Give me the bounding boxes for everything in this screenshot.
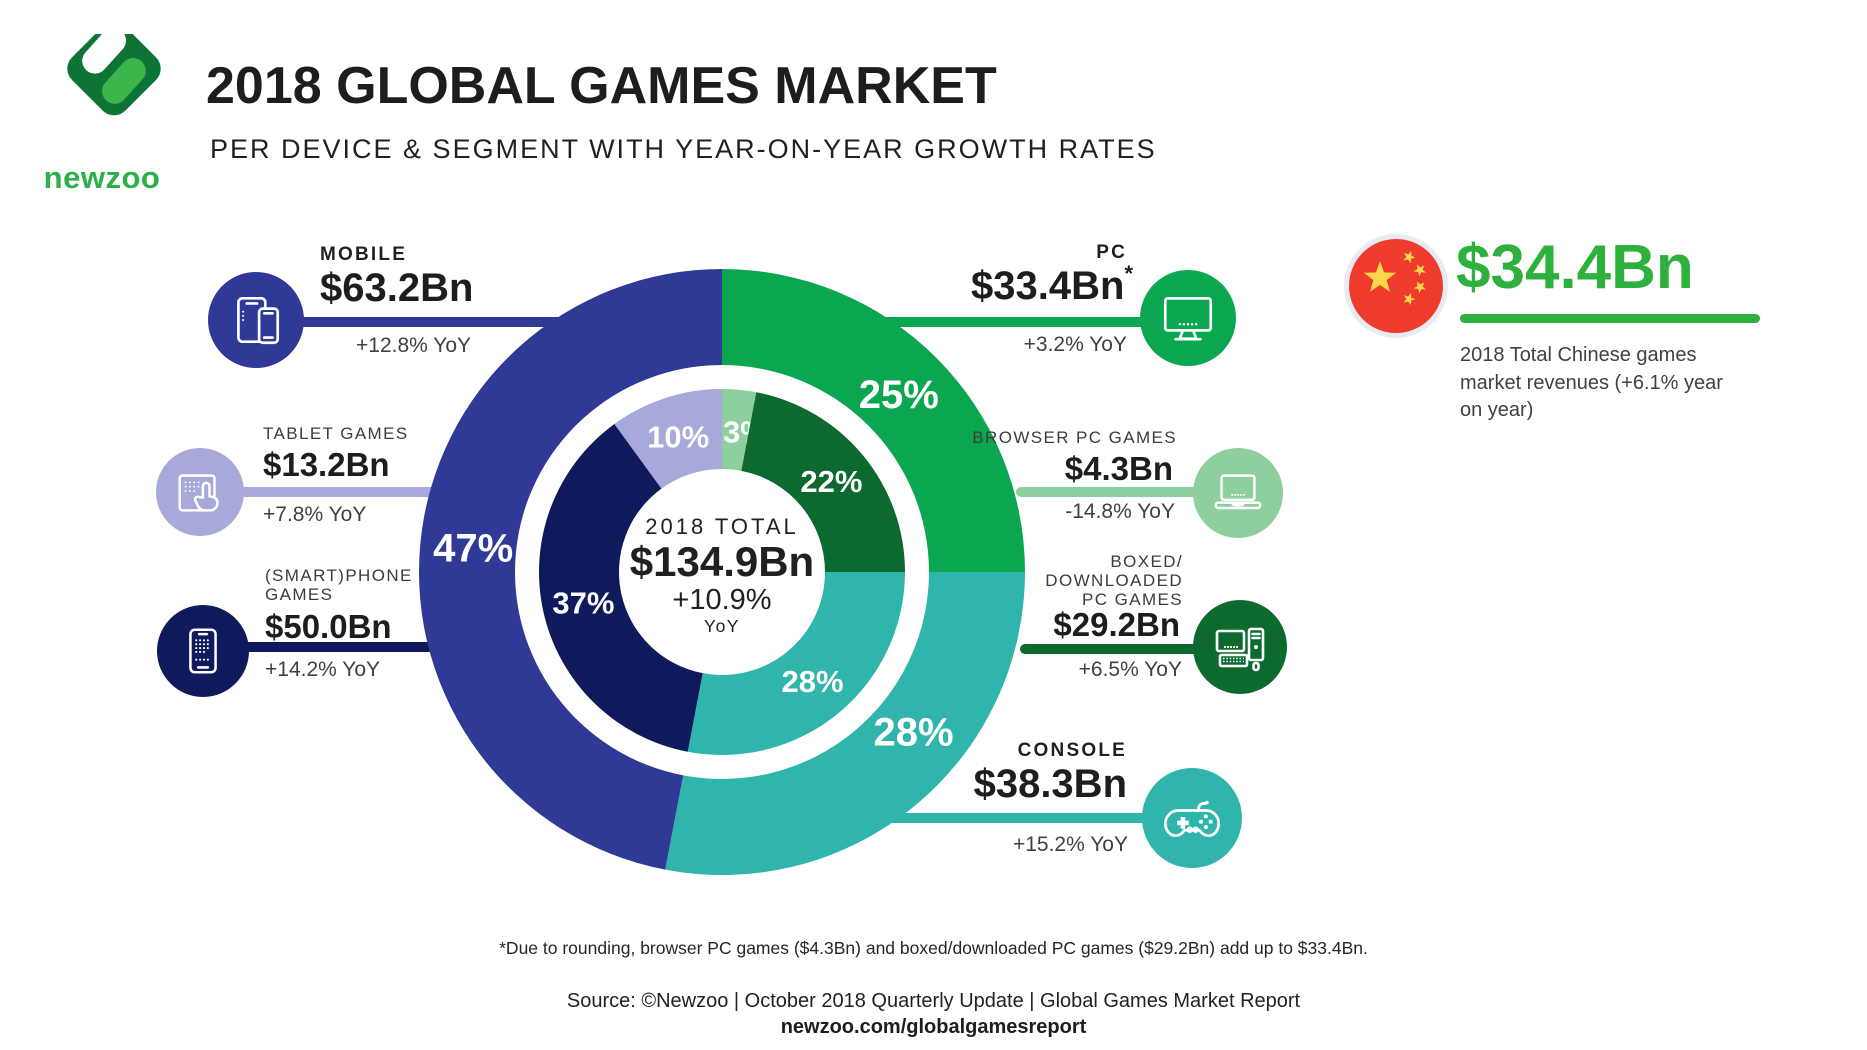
smartphone-label: (SMART)PHONE GAMES xyxy=(265,566,413,604)
donut-center-growth: +10.9% xyxy=(672,584,772,616)
tablet-connector-line xyxy=(238,487,472,497)
outer-segment-pc xyxy=(722,269,1025,572)
donut-center-value: $134.9Bn xyxy=(629,538,815,585)
smartphone-value: $50.0Bn xyxy=(265,608,392,645)
china-flag-icon xyxy=(1344,234,1448,338)
pc-value-asterisk: * xyxy=(1124,260,1133,286)
inner-segment-label-console: 28% xyxy=(781,664,843,699)
mobile-device-badge xyxy=(208,272,304,368)
boxed-connector-line xyxy=(1020,644,1202,654)
console-value: $38.3Bn xyxy=(973,762,1127,806)
inner-segment-tablet-games xyxy=(614,389,722,489)
china-description: 2018 Total Chinese games market revenues… xyxy=(1460,344,1723,421)
console-badge xyxy=(1142,768,1242,868)
inner-segment-label--smart-phone-games: 37% xyxy=(552,585,614,620)
outer-segment-label-console: 28% xyxy=(873,711,953,755)
laptop-icon xyxy=(1214,474,1262,510)
browser-yoy: -14.8% YoY xyxy=(1065,500,1175,523)
boxed-yoy: +6.5% YoY xyxy=(1078,658,1182,681)
boxed-value: $29.2Bn xyxy=(1053,606,1180,643)
china-revenue-value: $34.4Bn xyxy=(1456,233,1694,302)
pc-label: PC xyxy=(1096,242,1127,263)
outer-segment-mobile xyxy=(418,269,722,870)
console-label: CONSOLE xyxy=(1017,740,1127,761)
pc-value: $33.4Bn* xyxy=(971,260,1133,309)
inner-segment-label-tablet-games: 10% xyxy=(647,419,709,454)
newzoo-wordmark: newzoo xyxy=(43,160,161,195)
page-title: 2018 GLOBAL GAMES MARKET xyxy=(206,57,997,115)
desktop-pc-icon xyxy=(1215,627,1265,672)
source-line: Source: ©Newzoo | October 2018 Quarterly… xyxy=(566,990,1301,1012)
tablet-hand-icon xyxy=(178,474,219,512)
outer-segment-label-pc: 25% xyxy=(859,373,939,417)
inner-segment-boxed-downloaded-pc-games xyxy=(741,392,905,572)
console-connector-line xyxy=(858,813,1146,823)
mobile-label: MOBILE xyxy=(320,244,408,265)
china-underline xyxy=(1460,314,1760,323)
newzoo-logo-icon xyxy=(67,34,161,116)
report-url[interactable]: newzoo.com/globalgamesreport xyxy=(780,1016,1087,1038)
outer-segment-label-mobile: 47% xyxy=(433,526,513,570)
pc-device-badge xyxy=(1140,270,1236,366)
smartphone-connector-line xyxy=(246,642,474,652)
smartphone-icon xyxy=(189,628,217,674)
tablet-value: $13.2Bn xyxy=(263,446,390,483)
mobile-yoy: +12.8% YoY xyxy=(356,334,472,357)
mobile-connector-line xyxy=(298,317,578,327)
gamepad-icon xyxy=(1163,800,1221,837)
boxed-label: BOXED/ DOWNLOADED PC GAMES xyxy=(1045,552,1183,609)
donut-center-label: 2018 TOTAL xyxy=(645,514,799,539)
outer-segment-console xyxy=(665,572,1025,875)
browser-label: BROWSER PC GAMES xyxy=(972,428,1177,447)
inner-segment-browser-pc-games xyxy=(722,389,757,471)
browser-value: $4.3Bn xyxy=(1064,450,1173,487)
browser-badge xyxy=(1193,448,1283,538)
boxed-badge xyxy=(1193,600,1287,694)
smartphones-icon xyxy=(237,296,280,345)
tablet-label: TABLET GAMES xyxy=(263,424,409,443)
donut-center-yoy: YoY xyxy=(704,616,740,636)
smartphone-badge xyxy=(157,605,249,697)
mobile-value: $63.2Bn xyxy=(320,266,474,310)
inner-segment-console xyxy=(687,572,905,755)
inner-segment--smart-phone-games xyxy=(539,423,703,752)
tablet-yoy: +7.8% YoY xyxy=(263,503,367,526)
rounding-footnote: *Due to rounding, browser PC games ($4.3… xyxy=(499,938,1368,958)
desktop-monitor-icon xyxy=(1163,297,1213,341)
page-subtitle: PER DEVICE & SEGMENT WITH YEAR-ON-YEAR G… xyxy=(210,134,1157,164)
smartphone-yoy: +14.2% YoY xyxy=(265,658,381,681)
pc-connector-line xyxy=(880,317,1148,327)
console-yoy: +15.2% YoY xyxy=(1012,833,1128,856)
browser-connector-line xyxy=(1016,487,1202,497)
inner-segment-label-boxed-downloaded-pc-games: 22% xyxy=(800,464,862,499)
pc-value-text: $33.4Bn xyxy=(971,264,1125,308)
pc-yoy: +3.2% YoY xyxy=(1023,333,1127,356)
donut-chart: 25%28%47%3%22%28%37%10% xyxy=(418,269,1025,875)
tablet-badge xyxy=(156,448,244,536)
